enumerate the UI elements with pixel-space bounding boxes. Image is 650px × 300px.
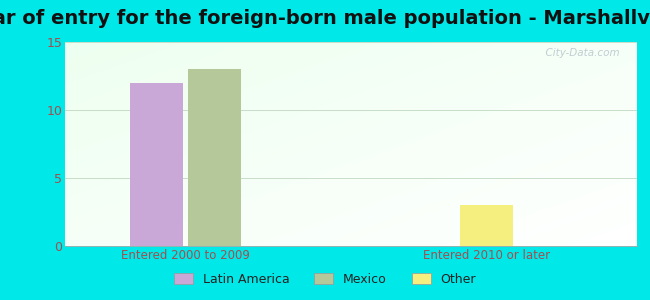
Bar <box>188 69 240 246</box>
Text: City-Data.com: City-Data.com <box>540 48 620 58</box>
Text: Year of entry for the foreign-born male population - Marshallville: Year of entry for the foreign-born male … <box>0 9 650 28</box>
Bar <box>130 83 183 246</box>
Bar <box>460 205 513 246</box>
Legend: Latin America, Mexico, Other: Latin America, Mexico, Other <box>169 268 481 291</box>
